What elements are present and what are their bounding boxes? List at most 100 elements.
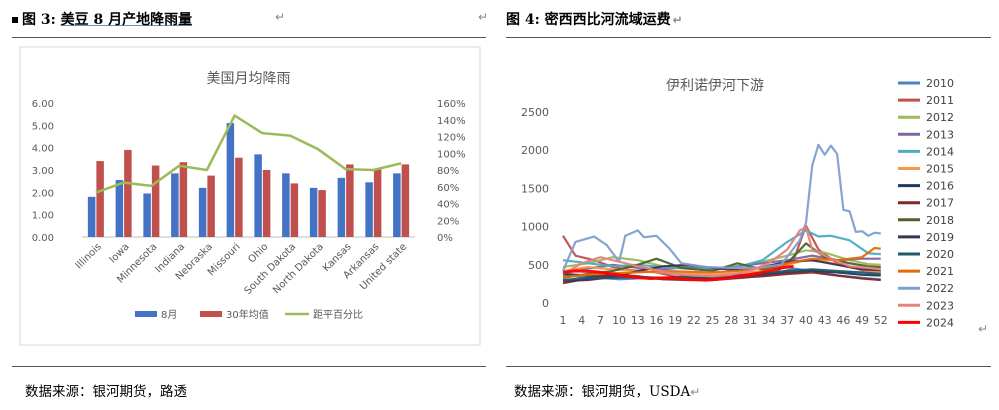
x-tick-label: 16 xyxy=(649,314,663,327)
legend-label: 2018 xyxy=(926,214,954,227)
legend-label: 2013 xyxy=(926,128,954,141)
left-chart: 美国月均降雨 0.00 1.00 2.00 3.00 4.00 5.00 6.00 0% 20% 4… xyxy=(19,46,481,346)
x-tick-label: 22 xyxy=(687,314,701,327)
x-tick-label: 13 xyxy=(631,314,645,327)
y2-tick-label: 80% xyxy=(437,166,459,177)
left-figure-label: 图 3: xyxy=(22,12,56,28)
x-tick-label: 34 xyxy=(762,314,776,327)
y-tick-label: 4.00 xyxy=(32,144,54,155)
bar-august xyxy=(143,193,151,237)
series-line-2021 xyxy=(562,246,881,279)
bar-august xyxy=(87,196,96,237)
return-mark-icon: ↵ xyxy=(478,10,489,24)
y2-tick-label: 0% xyxy=(437,233,453,244)
legend-label: 2024 xyxy=(926,316,954,329)
legend-swatch xyxy=(200,311,222,317)
y-tick-label: 2000 xyxy=(521,144,549,157)
left-figure-title: 图 3: 美豆 8 月产地降雨量 xyxy=(12,9,192,29)
divider xyxy=(506,37,991,38)
anomaly-line xyxy=(95,114,402,194)
bar-august xyxy=(198,187,207,237)
y2-tick-label: 100% xyxy=(437,149,466,160)
bullet-icon xyxy=(12,17,18,23)
x-tick-label: 52 xyxy=(874,314,888,327)
y2-tick-label: 20% xyxy=(437,216,459,227)
legend-swatch xyxy=(135,311,157,317)
y-tick-label: 6.00 xyxy=(32,99,54,110)
legend-label: 2011 xyxy=(926,94,954,107)
series-line-2014 xyxy=(562,229,881,270)
legend-label: 2019 xyxy=(926,231,954,244)
bar-thirty-year-avg xyxy=(151,165,160,237)
right-source: 数据来源：银河期货，USDA↵ xyxy=(514,380,700,400)
legend-label: 2022 xyxy=(926,282,954,295)
bar-august xyxy=(254,154,262,237)
legend-label: 2015 xyxy=(926,163,954,176)
chart-title: 美国月均降雨 xyxy=(207,71,291,87)
legend-label: 距平百分比 xyxy=(313,309,363,321)
legend-label: 30年均值 xyxy=(226,308,269,321)
legend-label: 2010 xyxy=(926,77,954,90)
return-mark-icon: ↵ xyxy=(672,13,683,27)
series-line-2023 xyxy=(562,226,881,278)
right-chart: 伊利诺伊河下游 0 500 1000 1500 2000 2500 1 4 7 10 13 16 19 22… xyxy=(521,77,954,329)
x-tick-label: 19 xyxy=(668,314,682,327)
x-tick-label: 46 xyxy=(836,314,850,327)
right-panel: 图 4: 密西西比河流域运费 ↵ 伊利诺伊河下游 0 500 1000 1500 2000 2… xyxy=(500,0,999,410)
y-tick-label: 2500 xyxy=(521,106,549,119)
bar-august xyxy=(115,180,124,237)
legend-label: 2023 xyxy=(926,299,954,312)
y-tick-label: 1000 xyxy=(521,221,549,234)
left-panel: 图 3: 美豆 8 月产地降雨量 ↵ ↵ 美国月均降雨 0.00 1.00 2.00 3… xyxy=(0,0,490,410)
y2-tick-label: 60% xyxy=(437,183,459,194)
bar-august xyxy=(309,187,318,237)
divider xyxy=(12,37,486,38)
series-line-2024 xyxy=(562,264,794,282)
bar-august xyxy=(337,177,346,237)
right-figure-name: 密西西比河流域运费 xyxy=(544,12,671,28)
return-mark-icon: ↵ xyxy=(690,385,701,399)
return-mark-icon: ↵ xyxy=(275,10,286,24)
x-tick-label: 1 xyxy=(560,314,567,327)
y2-tick-label: 120% xyxy=(437,133,466,144)
return-mark-icon: ↵ xyxy=(978,322,989,336)
y-tick-label: 5.00 xyxy=(32,121,54,132)
y-tick-label: 3.00 xyxy=(32,166,54,177)
legend-label: 2020 xyxy=(926,248,954,261)
y-tick-label: 0.00 xyxy=(32,233,54,244)
y-tick-label: 1.00 xyxy=(32,211,54,222)
left-source: 数据来源：银河期货，路透 xyxy=(25,384,187,400)
bar-august xyxy=(226,123,235,237)
x-tick-label: 4 xyxy=(578,314,585,327)
bar-thirty-year-avg xyxy=(318,190,326,237)
x-tick-label: 49 xyxy=(855,314,869,327)
legend-label: 2016 xyxy=(926,180,954,193)
y-tick-label: 1500 xyxy=(521,182,549,195)
series-line-2018 xyxy=(562,242,881,279)
bar-thirty-year-avg xyxy=(373,168,382,237)
bar-thirty-year-avg xyxy=(262,170,271,237)
x-tick-label: 40 xyxy=(799,314,813,327)
y-tick-label: 0 xyxy=(542,297,549,310)
bar-august xyxy=(171,173,179,237)
x-tick-label: 28 xyxy=(724,314,738,327)
bar-thirty-year-avg xyxy=(96,161,104,237)
right-figure-label: 图 4: xyxy=(506,12,540,28)
legend-label: 2012 xyxy=(926,111,954,124)
x-tick-label: 7 xyxy=(597,314,604,327)
legend-label: 2021 xyxy=(926,265,954,278)
divider xyxy=(506,366,991,367)
legend-label: 8月 xyxy=(161,309,177,321)
y-tick-label: 2.00 xyxy=(32,188,54,199)
y2-tick-label: 140% xyxy=(437,116,466,127)
divider xyxy=(12,366,486,367)
x-tick-label: 37 xyxy=(780,314,794,327)
x-tick-label: 31 xyxy=(743,314,757,327)
right-source-text: 数据来源：银河期货，USDA xyxy=(514,384,691,400)
bar-thirty-year-avg xyxy=(401,164,410,237)
bar-august xyxy=(365,182,373,237)
bar-thirty-year-avg xyxy=(346,164,354,237)
y2-tick-label: 160% xyxy=(437,99,466,110)
series-line-2022 xyxy=(561,143,881,272)
bar-august xyxy=(282,173,290,237)
